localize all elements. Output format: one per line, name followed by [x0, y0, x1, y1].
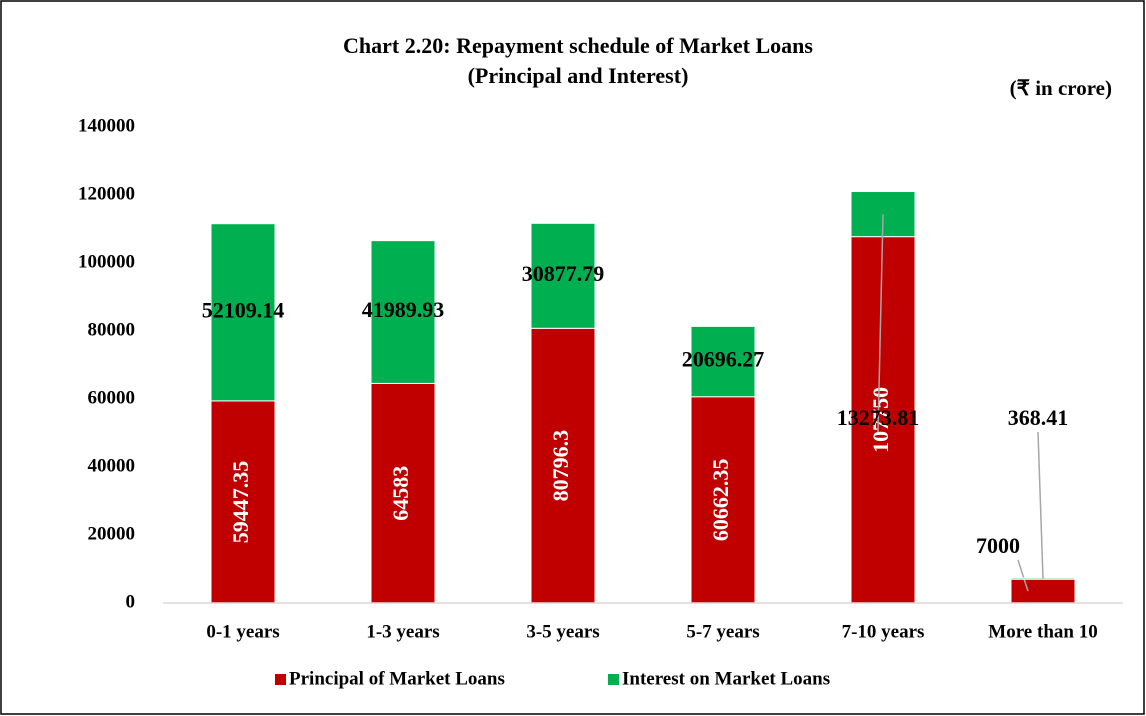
bar-segment [370, 240, 436, 384]
bar-segment [1010, 578, 1076, 604]
bar-segment [850, 236, 916, 604]
leader-line [877, 214, 884, 433]
bar-segment [210, 400, 276, 604]
data-label: 64583 [388, 466, 413, 521]
data-label: 80796.3 [548, 430, 573, 502]
chart-title: Chart 2.20: Repayment schedule of Market… [343, 33, 813, 58]
data-label: 368.41 [1008, 405, 1069, 430]
legend-swatch [608, 674, 619, 685]
bar-segment [530, 327, 596, 604]
x-tick-label: 3-5 years [526, 621, 599, 642]
data-label: 13273.81 [837, 405, 920, 430]
y-tick-label: 0 [126, 591, 136, 612]
data-label: 30877.79 [522, 261, 605, 286]
bar-segment [690, 325, 756, 398]
y-tick-label: 20000 [88, 523, 136, 544]
bar-segment [210, 223, 276, 402]
x-tick-label: 1-3 years [366, 621, 439, 642]
unit-label: (₹ in crore) [1010, 76, 1112, 100]
x-tick-label: 0-1 years [206, 621, 279, 642]
data-label: 20696.27 [682, 347, 765, 372]
x-tick-label: 5-7 years [686, 621, 759, 642]
legend-swatch [275, 674, 286, 685]
data-label: 52109.14 [202, 297, 285, 322]
x-tick-label: 7-10 years [842, 621, 925, 642]
legend-label: Principal of Market Loans [289, 668, 505, 689]
data-label: 107750 [868, 387, 893, 453]
y-tick-label: 40000 [88, 455, 136, 476]
leader-line [1017, 559, 1029, 592]
y-tick-label: 140000 [78, 115, 135, 136]
data-label: 60662.35 [708, 459, 733, 542]
leader-line [1037, 431, 1044, 579]
data-label: 59447.35 [228, 461, 253, 544]
legend-label: Interest on Market Loans [622, 668, 830, 689]
y-tick-label: 80000 [88, 319, 136, 340]
bar-segment [690, 396, 756, 604]
bar-segment [530, 222, 596, 329]
y-tick-label: 60000 [88, 387, 136, 408]
x-tick-label: More than 10 [988, 621, 1097, 642]
y-tick-label: 100000 [78, 251, 135, 272]
bar-segment [370, 382, 436, 604]
y-tick-label: 120000 [78, 183, 135, 204]
data-label: 41989.93 [362, 297, 445, 322]
chart-subtitle: (Principal and Interest) [468, 63, 689, 88]
data-label: 7000 [976, 533, 1020, 558]
